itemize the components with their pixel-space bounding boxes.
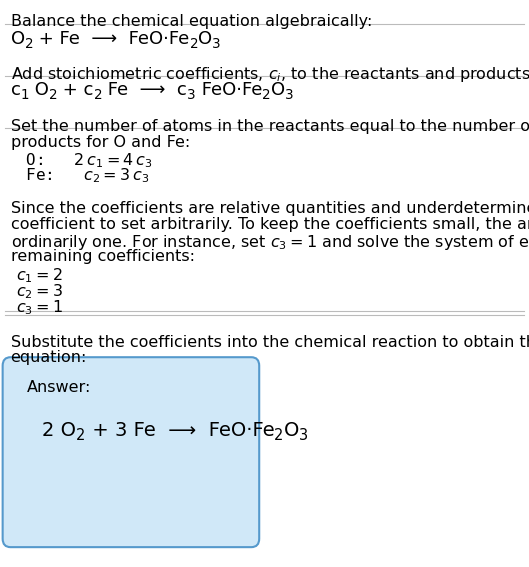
Text: $c_3 = 1$: $c_3 = 1$ [16, 298, 62, 317]
Text: Fe  ⟶  c: Fe ⟶ c [103, 81, 187, 99]
Text: 1: 1 [21, 88, 29, 103]
FancyBboxPatch shape [3, 357, 259, 547]
Text: $c_1 = 2$: $c_1 = 2$ [16, 266, 62, 285]
Text: 3: 3 [212, 37, 221, 52]
Text: products for O and Fe:: products for O and Fe: [11, 135, 190, 150]
Text: Fe:   $c_2 = 3\,c_3$: Fe: $c_2 = 3\,c_3$ [16, 167, 149, 185]
Text: 2: 2 [262, 88, 271, 103]
Text: 2 O: 2 O [42, 421, 76, 440]
Text: Since the coefficients are relative quantities and underdetermined, choose a: Since the coefficients are relative quan… [11, 201, 529, 216]
Text: O:   $2\,c_1 = 4\,c_3$: O: $2\,c_1 = 4\,c_3$ [16, 151, 152, 170]
Text: $c_2 = 3$: $c_2 = 3$ [16, 282, 62, 301]
Text: 2: 2 [275, 428, 284, 443]
Text: O: O [29, 81, 49, 99]
Text: 2: 2 [189, 37, 198, 52]
Text: ordinarily one. For instance, set $c_3 = 1$ and solve the system of equations fo: ordinarily one. For instance, set $c_3 =… [11, 233, 529, 252]
Text: 3: 3 [187, 88, 196, 103]
Text: O: O [198, 30, 212, 48]
Text: coefficient to set arbitrarily. To keep the coefficients small, the arbitrary va: coefficient to set arbitrarily. To keep … [11, 217, 529, 232]
Text: Add stoichiometric coefficients, $c_i$, to the reactants and products:: Add stoichiometric coefficients, $c_i$, … [11, 65, 529, 84]
Text: FeO·Fe: FeO·Fe [196, 81, 262, 99]
Text: 2: 2 [76, 428, 86, 443]
Text: 3: 3 [299, 428, 308, 443]
Text: O: O [284, 421, 299, 440]
Text: + Fe  ⟶  FeO·Fe: + Fe ⟶ FeO·Fe [33, 30, 189, 48]
Text: 2: 2 [25, 37, 33, 52]
Text: 2: 2 [94, 88, 103, 103]
Text: 3: 3 [285, 88, 294, 103]
Text: Substitute the coefficients into the chemical reaction to obtain the balanced: Substitute the coefficients into the che… [11, 335, 529, 349]
Text: c: c [11, 81, 21, 99]
Text: + c: + c [58, 81, 94, 99]
Text: Set the number of atoms in the reactants equal to the number of atoms in the: Set the number of atoms in the reactants… [11, 119, 529, 134]
Text: O: O [11, 30, 25, 48]
Text: equation:: equation: [11, 350, 87, 365]
Text: 2: 2 [49, 88, 58, 103]
Text: Answer:: Answer: [26, 380, 91, 395]
Text: remaining coefficients:: remaining coefficients: [11, 249, 195, 264]
Text: Balance the chemical equation algebraically:: Balance the chemical equation algebraica… [11, 14, 372, 29]
Text: + 3 Fe  ⟶  FeO·Fe: + 3 Fe ⟶ FeO·Fe [86, 421, 275, 440]
Text: O: O [271, 81, 285, 99]
